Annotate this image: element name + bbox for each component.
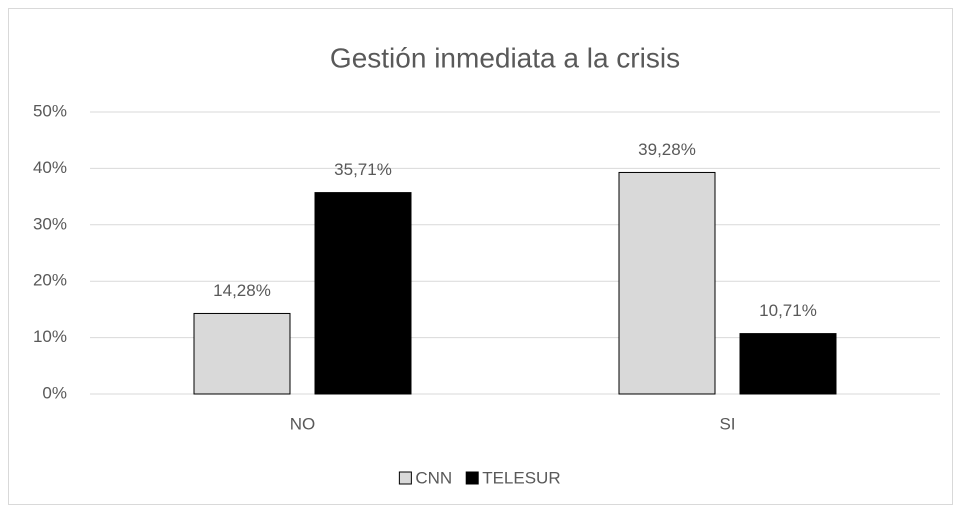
legend-swatch <box>465 471 479 485</box>
chart-title: Gestión inmediata a la crisis <box>330 42 680 73</box>
value-label: 35,71% <box>334 160 392 179</box>
legend-label: CNN <box>415 468 452 487</box>
bar <box>618 171 716 395</box>
y-tick-label: 10% <box>33 327 67 346</box>
y-tick-label: 20% <box>33 271 67 290</box>
bar <box>193 312 291 395</box>
y-tick-label: 30% <box>33 214 67 233</box>
chart-border <box>8 8 953 505</box>
value-label: 14,28% <box>213 281 271 300</box>
y-tick-label: 50% <box>33 101 67 120</box>
legend-label: TELESUR <box>482 468 560 487</box>
x-tick-label: SI <box>719 414 735 433</box>
value-label: 10,71% <box>759 301 817 320</box>
legend-swatch <box>398 471 412 485</box>
bar <box>314 192 412 395</box>
y-tick-label: 40% <box>33 158 67 177</box>
bar <box>739 333 837 395</box>
value-label: 39,28% <box>638 140 696 159</box>
x-tick-label: NO <box>290 414 316 433</box>
y-tick-label: 0% <box>42 383 67 402</box>
